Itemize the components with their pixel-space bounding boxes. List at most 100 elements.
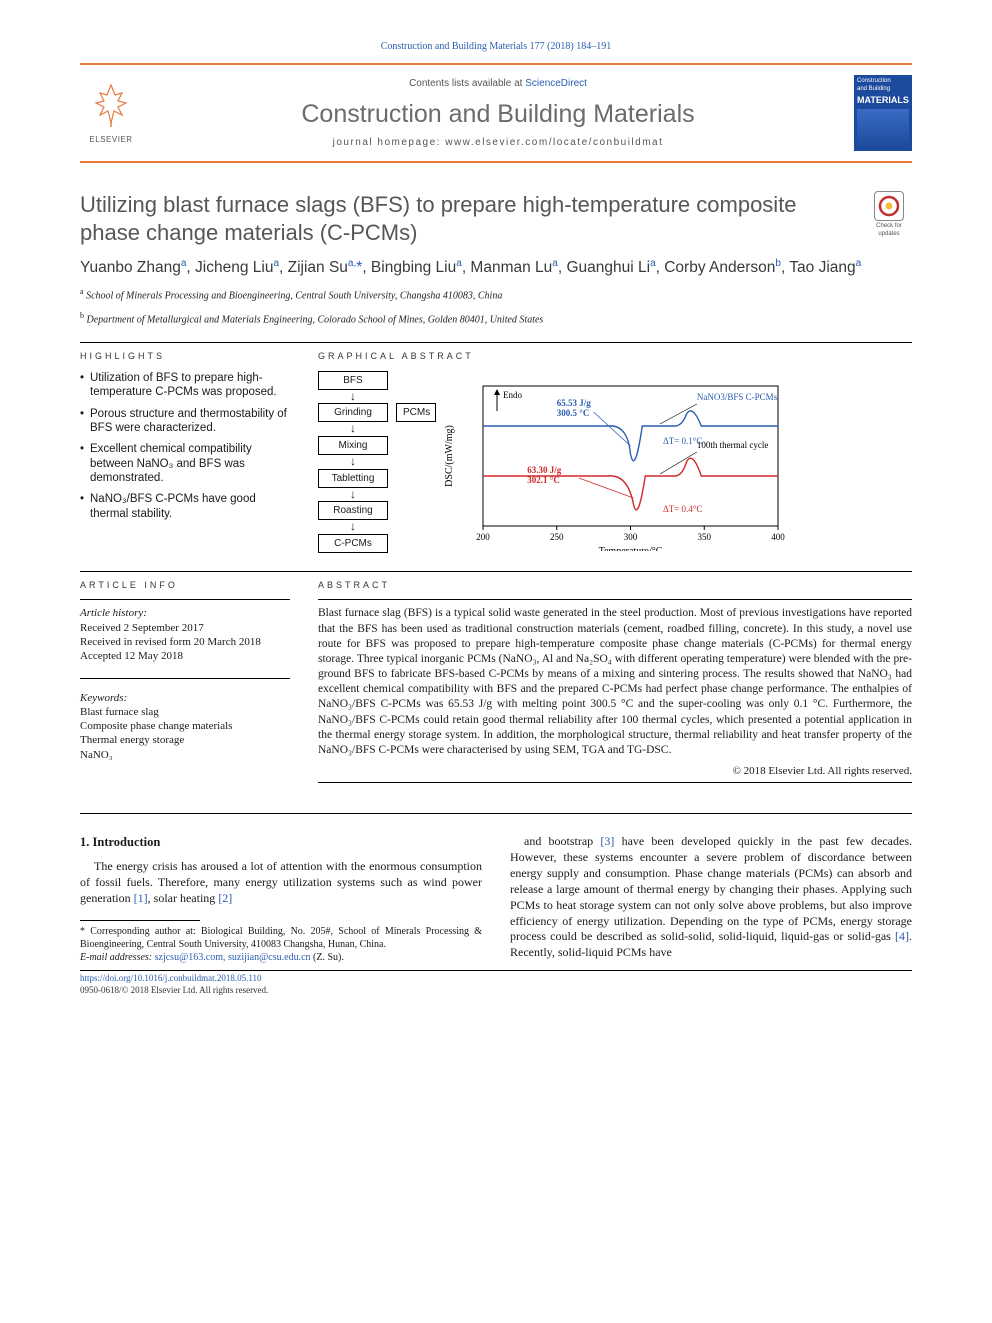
graphical-heading: GRAPHICAL ABSTRACT: [318, 351, 912, 363]
flowchart-box: BFS: [318, 371, 388, 390]
keywords-list: Blast furnace slagComposite phase change…: [80, 705, 290, 762]
highlight-item: NaNO₃/BFS C-PCMs have good thermal stabi…: [80, 492, 290, 521]
email-author: (Z. Su).: [313, 952, 344, 963]
svg-text:250: 250: [550, 532, 564, 542]
svg-text:63.30 J/g: 63.30 J/g: [527, 465, 562, 475]
svg-text:ΔT= 0.4°C: ΔT= 0.4°C: [663, 504, 702, 514]
highlight-item: Excellent chemical compatibility between…: [80, 442, 290, 485]
elsevier-wordmark: ELSEVIER: [89, 135, 132, 145]
check-updates-widget[interactable]: Check for updates: [866, 191, 912, 239]
flowchart-box: Grinding: [318, 403, 388, 422]
intro-heading: 1. Introduction: [80, 834, 482, 851]
article-title: Utilizing blast furnace slags (BFS) to p…: [80, 191, 846, 246]
top-orange-rule: [80, 63, 912, 65]
graphical-abstract: BFS↓GrindingPCMs↓Mixing↓Tabletting↓Roast…: [318, 371, 912, 555]
received-date: Received 2 September 2017: [80, 621, 290, 635]
cover-line-3: MATERIALS: [857, 95, 909, 107]
cover-line-2: and Building: [857, 86, 909, 94]
flowchart-arrow: ↓: [318, 392, 388, 402]
flowchart-arrow: ↓: [318, 424, 388, 434]
flowchart-box: Tabletting: [318, 469, 388, 488]
intro-para-1: The energy crisis has aroused a lot of a…: [80, 859, 482, 906]
svg-text:Endo: Endo: [503, 390, 522, 400]
affiliation-b: b Department of Metallurgical and Materi…: [80, 311, 912, 326]
footnote-block: * Corresponding author at: Biological Bu…: [80, 925, 482, 964]
flowchart-box: Mixing: [318, 436, 388, 455]
dsc-plot: 200 250 300 350 400 Temperature/°C DSC/(mW/mg)…: [438, 371, 798, 551]
journal-homepage: journal homepage: www.elsevier.com/locat…: [160, 136, 836, 149]
svg-text:302.1 °C: 302.1 °C: [527, 475, 560, 485]
sciencedirect-link[interactable]: ScienceDirect: [525, 78, 587, 89]
email-line: E-mail addresses: szjcsu@163.com, suziji…: [80, 951, 482, 964]
affiliation-a-text: School of Minerals Processing and Bioeng…: [86, 291, 502, 302]
flowchart-arrow: ↓: [318, 490, 388, 500]
revised-date: Received in revised form 20 March 2018: [80, 635, 290, 649]
rule-3: [80, 813, 912, 814]
masthead: ELSEVIER Contents lists available at Sci…: [80, 69, 912, 157]
article-info-rule-1: [80, 599, 290, 600]
svg-text:200: 200: [476, 532, 490, 542]
homepage-prefix: journal homepage:: [333, 137, 446, 148]
highlights-list: Utilization of BFS to prepare high-tempe…: [80, 371, 290, 521]
abstract-rule-2: [318, 782, 912, 783]
affiliation-a: a School of Minerals Processing and Bioe…: [80, 287, 912, 302]
svg-text:65.53 J/g: 65.53 J/g: [557, 398, 592, 408]
homepage-url[interactable]: www.elsevier.com/locate/conbuildmat: [445, 137, 663, 148]
elsevier-logo: ELSEVIER: [80, 78, 142, 148]
intro-para-2: and bootstrap [3] have been developed qu…: [510, 834, 912, 961]
article-info-heading: ARTICLE INFO: [80, 580, 290, 592]
svg-text:300: 300: [624, 532, 638, 542]
svg-text:100th thermal cycle: 100th thermal cycle: [697, 440, 768, 450]
cover-image-area: [857, 109, 909, 148]
abstract-heading: ABSTRACT: [318, 580, 912, 592]
article-info-rule-2: [80, 678, 290, 679]
keyword-item: Composite phase change materials: [80, 719, 290, 733]
flowchart-box: C-PCMs: [318, 534, 388, 553]
footnote-rule: [80, 920, 200, 921]
svg-text:350: 350: [698, 532, 712, 542]
keyword-item: Thermal energy storage: [80, 733, 290, 747]
highlight-item: Porous structure and thermostability of …: [80, 407, 290, 436]
check-updates-label: Check for updates: [876, 223, 902, 237]
affiliation-b-text: Department of Metallurgical and Material…: [87, 314, 544, 325]
flowchart-arrow: ↓: [318, 457, 388, 467]
bottom-rule: [80, 970, 912, 971]
svg-text:Temperature/°C: Temperature/°C: [599, 546, 663, 551]
bottom-orange-rule: [80, 161, 912, 163]
svg-text:300.5 °C: 300.5 °C: [557, 408, 590, 418]
rule-2: [80, 571, 912, 572]
history-hdr: Article history:: [80, 606, 290, 620]
citation-line: Construction and Building Materials 177 …: [80, 40, 912, 53]
highlights-heading: HIGHLIGHTS: [80, 351, 290, 363]
article-info-block: ARTICLE INFO Article history: Received 2…: [80, 580, 290, 790]
elsevier-tree-icon: [88, 81, 134, 133]
doi-line[interactable]: https://doi.org/10.1016/j.conbuildmat.20…: [80, 973, 912, 985]
abstract-copyright: © 2018 Elsevier Ltd. All rights reserved…: [318, 764, 912, 778]
svg-text:NaNO3/BFS C-PCMs: NaNO3/BFS C-PCMs: [697, 392, 778, 402]
svg-text:400: 400: [771, 532, 785, 542]
contents-prefix: Contents lists available at: [409, 78, 525, 89]
issn-line: 0950-0618/© 2018 Elsevier Ltd. All right…: [80, 985, 912, 997]
flowchart-arrow: ↓: [318, 522, 388, 532]
keywords-hdr: Keywords:: [80, 691, 290, 705]
body-col-right: and bootstrap [3] have been developed qu…: [510, 834, 912, 964]
contents-line: Contents lists available at ScienceDirec…: [160, 77, 836, 90]
highlight-item: Utilization of BFS to prepare high-tempe…: [80, 371, 290, 400]
check-updates-icon: [874, 191, 904, 221]
svg-text:DSC/(mW/mg): DSC/(mW/mg): [444, 425, 455, 487]
flowchart-pcms-box: PCMs: [396, 403, 436, 422]
flowchart-box: Roasting: [318, 501, 388, 520]
abstract-text: Blast furnace slag (BFS) is a typical so…: [318, 606, 912, 758]
masthead-center: Contents lists available at ScienceDirec…: [160, 77, 836, 150]
journal-name: Construction and Building Materials: [160, 98, 836, 131]
email-links[interactable]: szjcsu@163.com, suzijian@csu.edu.cn: [155, 952, 311, 963]
corresponding-author: * Corresponding author at: Biological Bu…: [80, 925, 482, 951]
email-label: E-mail addresses:: [80, 952, 152, 963]
journal-cover-thumb: Construction and Building MATERIALS: [854, 75, 912, 151]
authors-line: Yuanbo Zhanga, Jicheng Liua, Zijian Sua,…: [80, 256, 912, 279]
keyword-item: Blast furnace slag: [80, 705, 290, 719]
abstract-rule-1: [318, 599, 912, 600]
keyword-item: NaNO₃: [80, 748, 290, 762]
rule-1: [80, 342, 912, 343]
body-col-left: 1. Introduction The energy crisis has ar…: [80, 834, 482, 964]
